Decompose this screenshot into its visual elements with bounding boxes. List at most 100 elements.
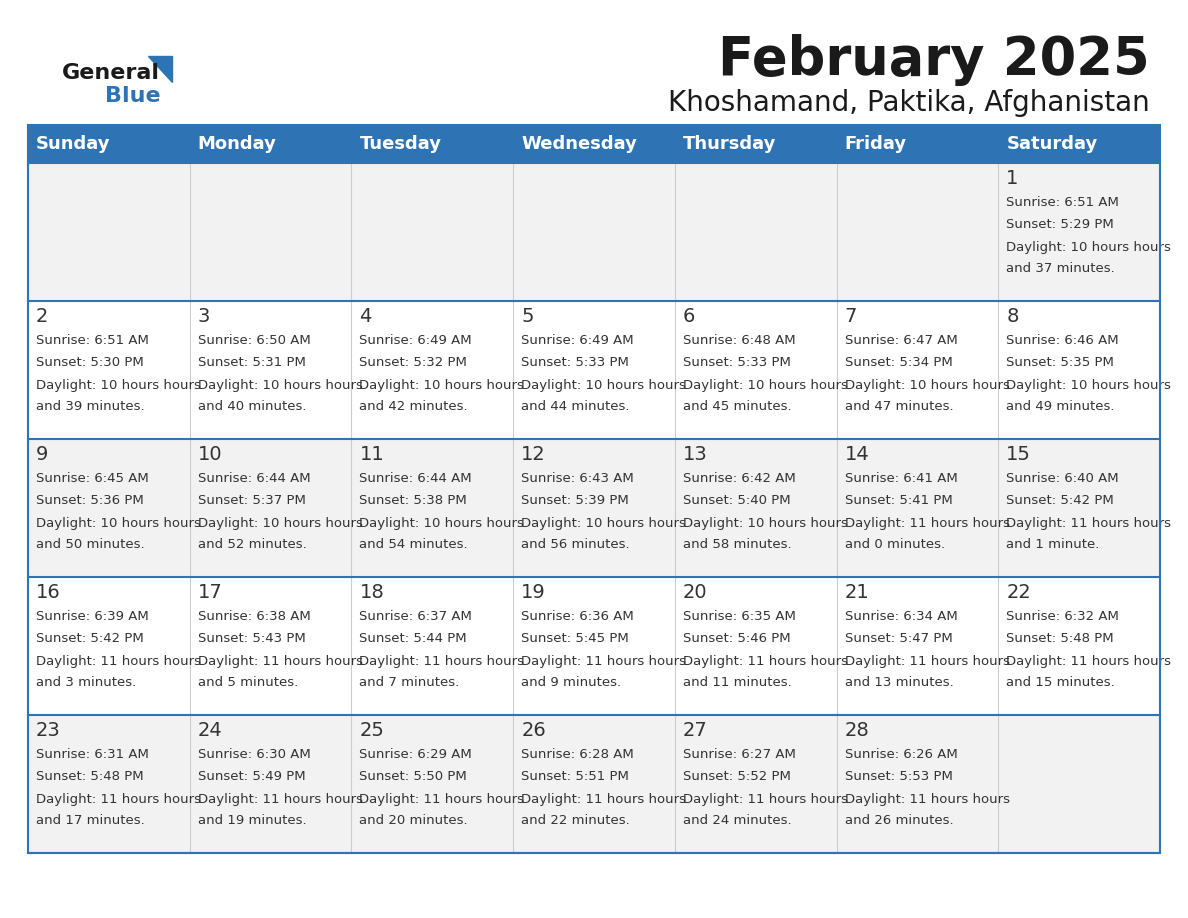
Text: Sunrise: 6:38 AM: Sunrise: 6:38 AM	[197, 610, 310, 623]
Text: and 58 minutes.: and 58 minutes.	[683, 539, 791, 552]
Text: 2: 2	[36, 308, 49, 327]
Text: Sunrise: 6:49 AM: Sunrise: 6:49 AM	[360, 334, 472, 348]
Text: and 42 minutes.: and 42 minutes.	[360, 400, 468, 413]
Text: and 7 minutes.: and 7 minutes.	[360, 677, 460, 689]
Text: 26: 26	[522, 722, 546, 741]
Text: Sunset: 5:38 PM: Sunset: 5:38 PM	[360, 495, 467, 508]
Text: Blue: Blue	[105, 86, 160, 106]
Text: 8: 8	[1006, 308, 1018, 327]
Text: 3: 3	[197, 308, 210, 327]
Text: 11: 11	[360, 445, 384, 465]
Text: and 19 minutes.: and 19 minutes.	[197, 814, 307, 827]
Text: Sunset: 5:53 PM: Sunset: 5:53 PM	[845, 770, 953, 783]
Text: Thursday: Thursday	[683, 135, 776, 153]
Text: Sunrise: 6:44 AM: Sunrise: 6:44 AM	[197, 473, 310, 486]
Text: Sunrise: 6:27 AM: Sunrise: 6:27 AM	[683, 748, 796, 762]
Text: Monday: Monday	[197, 135, 277, 153]
Bar	[29, 715, 1159, 853]
Text: 17: 17	[197, 584, 222, 602]
Text: Sunset: 5:30 PM: Sunset: 5:30 PM	[36, 356, 144, 370]
Bar	[29, 577, 1159, 715]
Text: 5: 5	[522, 308, 533, 327]
Text: and 45 minutes.: and 45 minutes.	[683, 400, 791, 413]
Text: Daylight: 11 hours hours: Daylight: 11 hours hours	[1006, 517, 1171, 530]
Text: and 56 minutes.: and 56 minutes.	[522, 539, 630, 552]
Text: Sunset: 5:42 PM: Sunset: 5:42 PM	[1006, 495, 1114, 508]
Text: Daylight: 11 hours hours: Daylight: 11 hours hours	[845, 655, 1010, 667]
Text: Daylight: 11 hours hours: Daylight: 11 hours hours	[522, 655, 687, 667]
Text: Sunrise: 6:51 AM: Sunrise: 6:51 AM	[36, 334, 148, 348]
Text: Sunset: 5:43 PM: Sunset: 5:43 PM	[197, 633, 305, 645]
Text: Daylight: 10 hours hours: Daylight: 10 hours hours	[683, 517, 848, 530]
Text: Daylight: 10 hours hours: Daylight: 10 hours hours	[360, 517, 524, 530]
Text: and 13 minutes.: and 13 minutes.	[845, 677, 953, 689]
Text: Sunrise: 6:28 AM: Sunrise: 6:28 AM	[522, 748, 634, 762]
Text: and 39 minutes.: and 39 minutes.	[36, 400, 145, 413]
Text: Sunrise: 6:35 AM: Sunrise: 6:35 AM	[683, 610, 796, 623]
Text: and 40 minutes.: and 40 minutes.	[197, 400, 307, 413]
Text: Sunset: 5:29 PM: Sunset: 5:29 PM	[1006, 218, 1114, 231]
Text: and 15 minutes.: and 15 minutes.	[1006, 677, 1116, 689]
Text: Daylight: 11 hours hours: Daylight: 11 hours hours	[683, 792, 848, 805]
Text: Sunset: 5:48 PM: Sunset: 5:48 PM	[1006, 633, 1114, 645]
Text: Sunset: 5:33 PM: Sunset: 5:33 PM	[522, 356, 628, 370]
Text: 15: 15	[1006, 445, 1031, 465]
Text: Sunset: 5:32 PM: Sunset: 5:32 PM	[360, 356, 467, 370]
Text: Sunrise: 6:31 AM: Sunrise: 6:31 AM	[36, 748, 148, 762]
Text: Daylight: 10 hours hours: Daylight: 10 hours hours	[522, 378, 685, 391]
Text: 19: 19	[522, 584, 546, 602]
Text: Daylight: 11 hours hours: Daylight: 11 hours hours	[360, 792, 524, 805]
Text: 13: 13	[683, 445, 708, 465]
Text: Sunrise: 6:50 AM: Sunrise: 6:50 AM	[197, 334, 310, 348]
Text: Sunset: 5:47 PM: Sunset: 5:47 PM	[845, 633, 953, 645]
Text: and 49 minutes.: and 49 minutes.	[1006, 400, 1114, 413]
Text: Daylight: 10 hours hours: Daylight: 10 hours hours	[845, 378, 1010, 391]
Text: Sunrise: 6:48 AM: Sunrise: 6:48 AM	[683, 334, 796, 348]
Text: 27: 27	[683, 722, 708, 741]
Text: and 50 minutes.: and 50 minutes.	[36, 539, 145, 552]
Text: 23: 23	[36, 722, 61, 741]
Text: and 26 minutes.: and 26 minutes.	[845, 814, 953, 827]
Text: 4: 4	[360, 308, 372, 327]
Text: Sunrise: 6:32 AM: Sunrise: 6:32 AM	[1006, 610, 1119, 623]
Text: Daylight: 11 hours hours: Daylight: 11 hours hours	[36, 792, 201, 805]
Text: Daylight: 10 hours hours: Daylight: 10 hours hours	[197, 378, 362, 391]
Text: Daylight: 10 hours hours: Daylight: 10 hours hours	[360, 378, 524, 391]
Text: Sunrise: 6:46 AM: Sunrise: 6:46 AM	[1006, 334, 1119, 348]
Text: Wednesday: Wednesday	[522, 135, 637, 153]
Text: Sunrise: 6:29 AM: Sunrise: 6:29 AM	[360, 748, 472, 762]
Text: 10: 10	[197, 445, 222, 465]
Text: 7: 7	[845, 308, 857, 327]
Text: 20: 20	[683, 584, 708, 602]
Text: February 2025: February 2025	[719, 34, 1150, 86]
Bar	[29, 439, 1159, 577]
Text: 28: 28	[845, 722, 870, 741]
Text: Daylight: 11 hours hours: Daylight: 11 hours hours	[1006, 655, 1171, 667]
Text: and 0 minutes.: and 0 minutes.	[845, 539, 944, 552]
Text: and 54 minutes.: and 54 minutes.	[360, 539, 468, 552]
Bar	[29, 125, 1159, 853]
Text: 14: 14	[845, 445, 870, 465]
Text: Sunset: 5:35 PM: Sunset: 5:35 PM	[1006, 356, 1114, 370]
Text: Daylight: 11 hours hours: Daylight: 11 hours hours	[360, 655, 524, 667]
Text: Sunset: 5:50 PM: Sunset: 5:50 PM	[360, 770, 467, 783]
Text: Sunrise: 6:45 AM: Sunrise: 6:45 AM	[36, 473, 148, 486]
Text: Sunrise: 6:42 AM: Sunrise: 6:42 AM	[683, 473, 796, 486]
Text: 24: 24	[197, 722, 222, 741]
Text: Friday: Friday	[845, 135, 906, 153]
Text: 22: 22	[1006, 584, 1031, 602]
Text: Daylight: 10 hours hours: Daylight: 10 hours hours	[36, 517, 201, 530]
Text: Sunset: 5:49 PM: Sunset: 5:49 PM	[197, 770, 305, 783]
Text: Sunset: 5:46 PM: Sunset: 5:46 PM	[683, 633, 790, 645]
Text: 16: 16	[36, 584, 61, 602]
Text: 9: 9	[36, 445, 49, 465]
Text: Sunset: 5:52 PM: Sunset: 5:52 PM	[683, 770, 791, 783]
Text: Sunrise: 6:44 AM: Sunrise: 6:44 AM	[360, 473, 472, 486]
Text: and 3 minutes.: and 3 minutes.	[36, 677, 137, 689]
Text: Daylight: 11 hours hours: Daylight: 11 hours hours	[845, 792, 1010, 805]
Text: and 22 minutes.: and 22 minutes.	[522, 814, 630, 827]
Text: and 52 minutes.: and 52 minutes.	[197, 539, 307, 552]
Text: Daylight: 11 hours hours: Daylight: 11 hours hours	[197, 655, 362, 667]
Text: Sunrise: 6:36 AM: Sunrise: 6:36 AM	[522, 610, 634, 623]
Text: Sunrise: 6:43 AM: Sunrise: 6:43 AM	[522, 473, 634, 486]
